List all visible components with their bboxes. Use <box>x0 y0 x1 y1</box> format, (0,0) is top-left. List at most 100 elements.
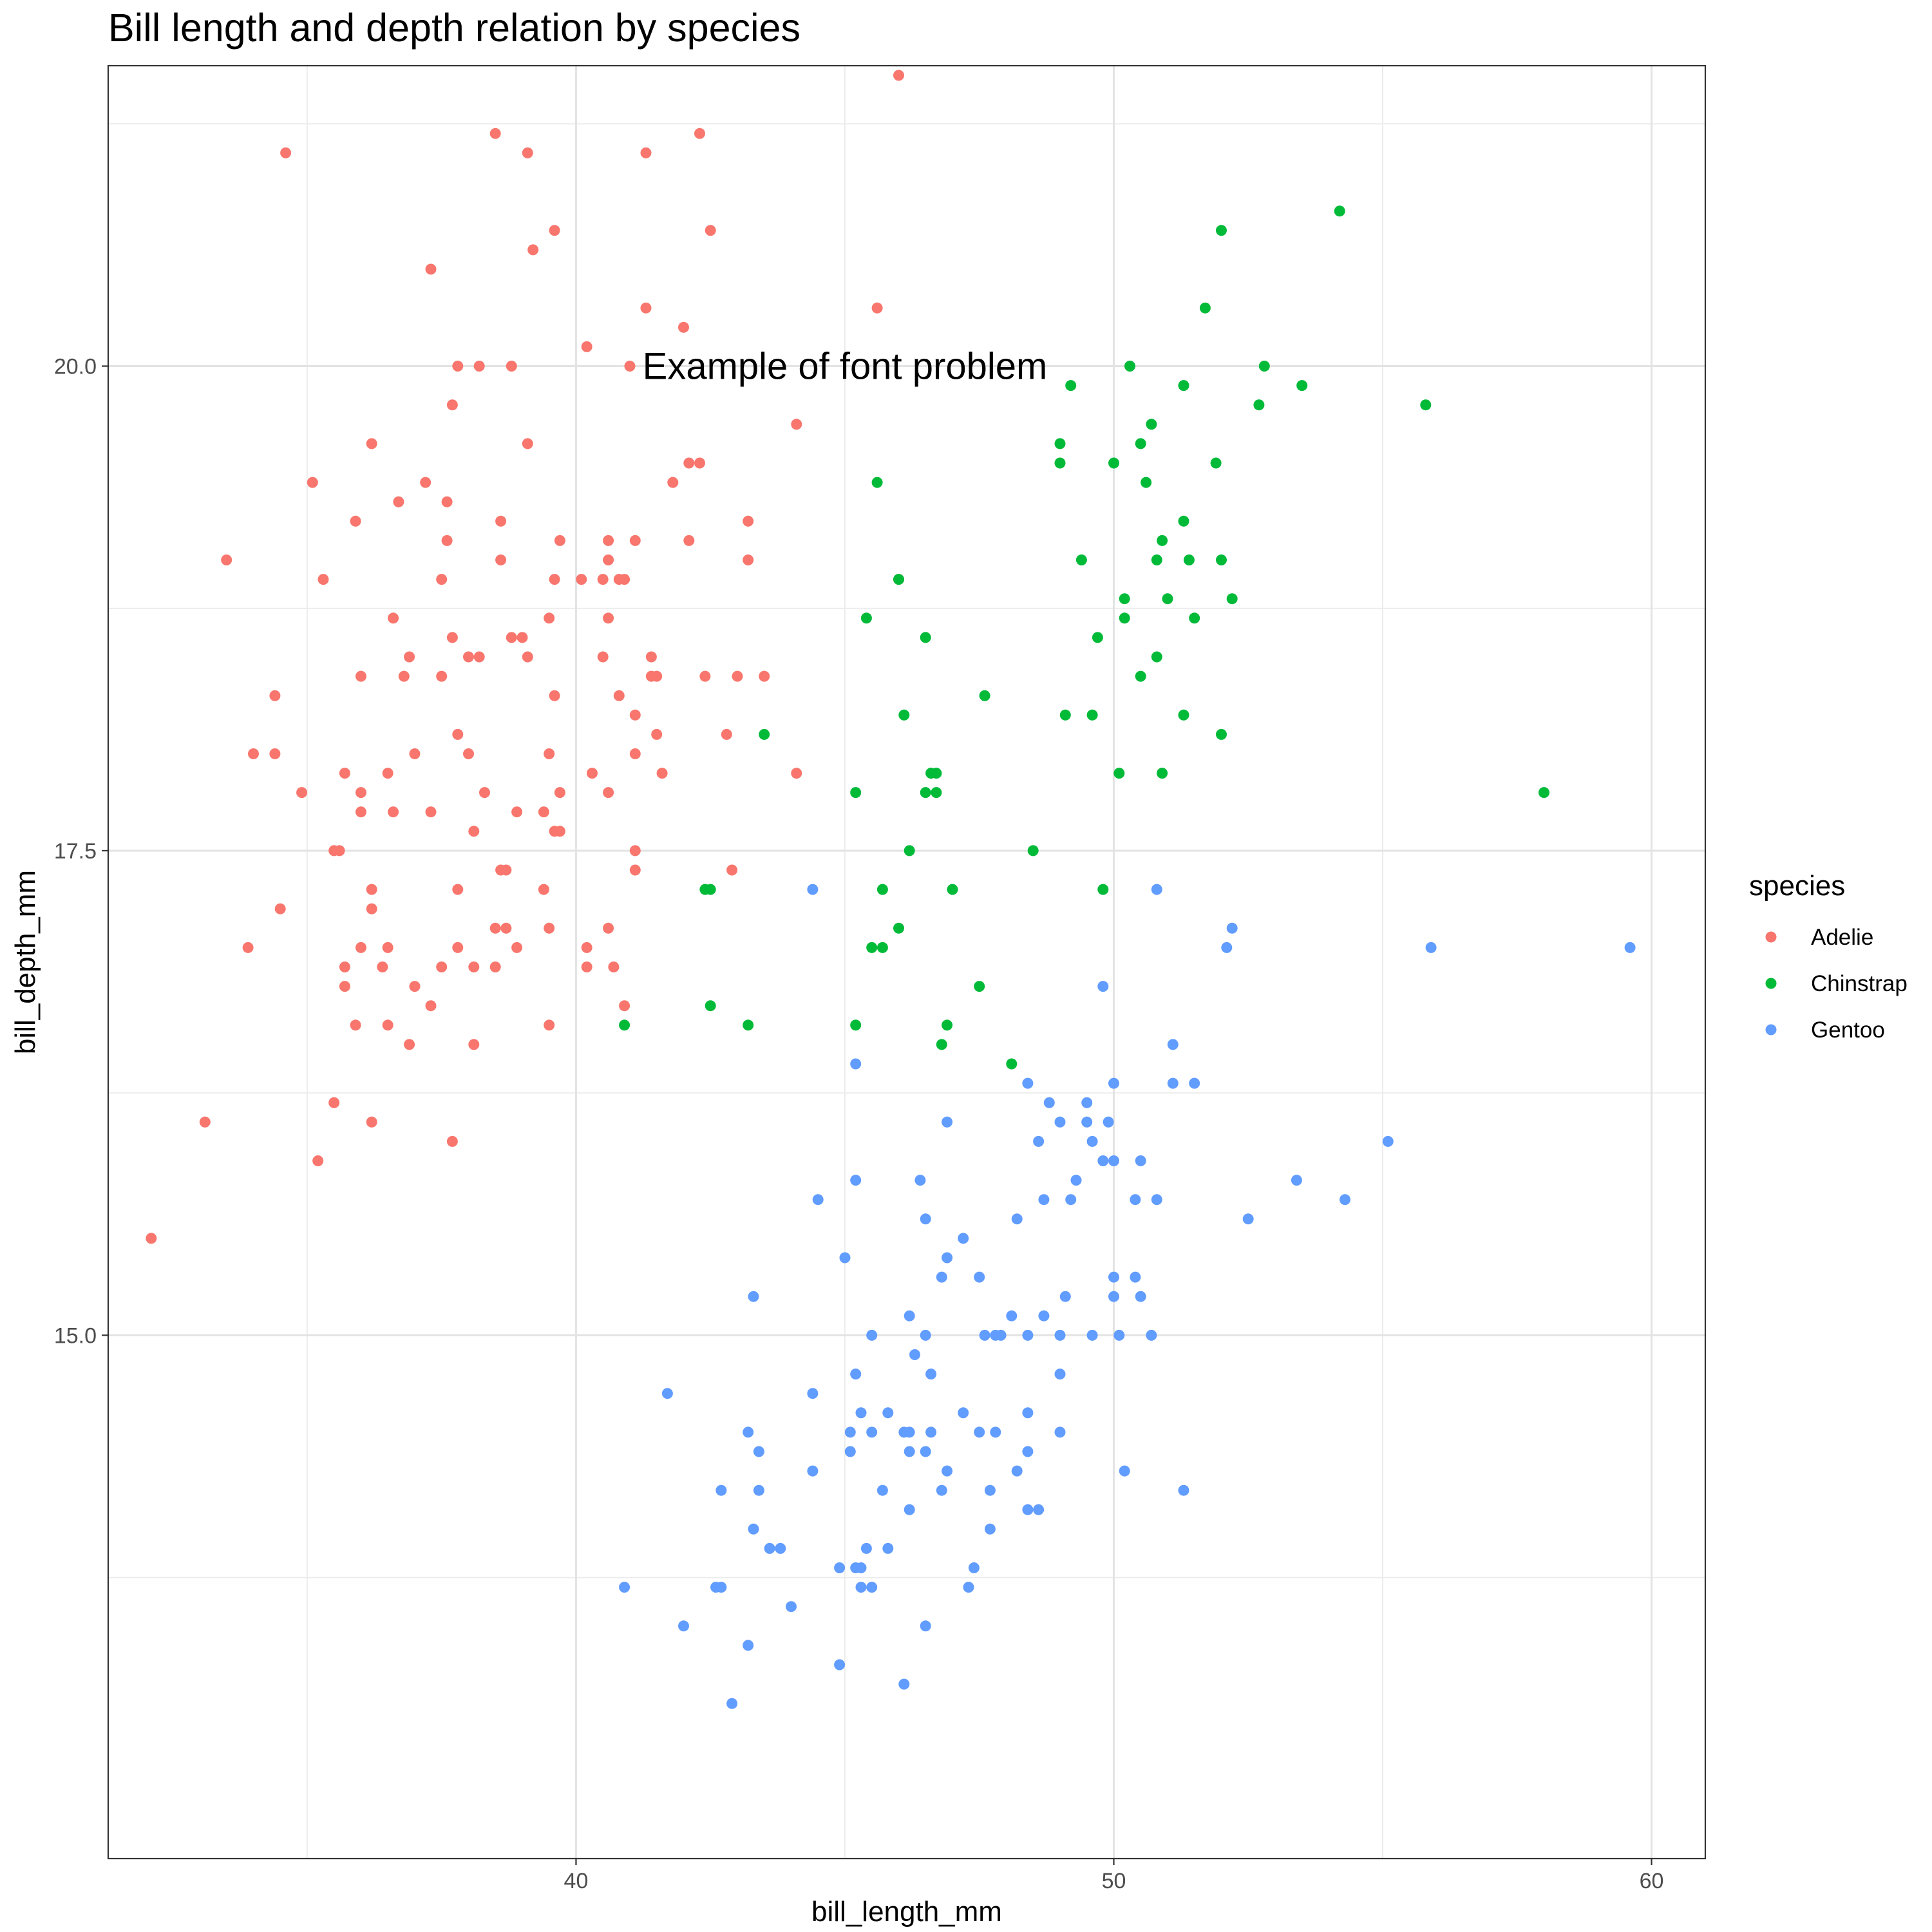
data-point <box>914 1175 926 1186</box>
data-point <box>549 690 560 701</box>
legend-label: Adelie <box>1811 925 1873 950</box>
data-point <box>1070 1175 1082 1186</box>
data-point <box>544 922 555 934</box>
legend-label: Gentoo <box>1811 1018 1885 1043</box>
data-point <box>1135 1155 1146 1166</box>
data-point <box>489 961 501 972</box>
data-point <box>974 1271 985 1283</box>
data-point <box>1097 1155 1109 1166</box>
data-point <box>898 709 910 721</box>
data-point <box>1119 1465 1130 1477</box>
data-point <box>511 942 523 953</box>
data-point <box>382 768 393 779</box>
data-point <box>1065 380 1077 392</box>
data-point <box>603 922 614 934</box>
data-point <box>489 922 501 934</box>
data-point <box>984 1484 996 1496</box>
data-point <box>942 1252 953 1264</box>
data-point <box>1130 1194 1141 1206</box>
data-point <box>678 321 689 333</box>
data-point <box>274 903 286 914</box>
data-point <box>871 477 883 488</box>
data-point <box>366 884 377 895</box>
data-point <box>743 1640 754 1651</box>
data-point <box>1167 1039 1179 1050</box>
data-point <box>420 477 431 488</box>
data-point <box>463 651 474 663</box>
data-point <box>850 1368 862 1380</box>
data-point <box>743 554 754 565</box>
data-point <box>1022 1407 1034 1419</box>
data-point <box>544 748 555 759</box>
data-point <box>656 768 668 779</box>
data-point <box>446 632 458 643</box>
data-point <box>425 806 437 818</box>
data-point <box>221 554 232 565</box>
data-point <box>1097 884 1109 895</box>
data-point <box>296 787 308 799</box>
data-point <box>269 748 281 759</box>
data-point <box>990 1426 1001 1438</box>
data-point <box>775 1542 786 1554</box>
data-point <box>581 942 592 953</box>
data-point <box>436 670 448 682</box>
data-point <box>468 826 480 837</box>
data-point <box>1425 942 1437 953</box>
data-point <box>1162 593 1173 605</box>
data-point <box>355 670 366 682</box>
data-point <box>1059 709 1071 721</box>
data-point <box>855 1562 867 1573</box>
data-point <box>522 651 533 663</box>
data-point <box>511 806 523 818</box>
data-point <box>715 1484 727 1496</box>
data-point <box>1296 380 1308 392</box>
data-point <box>1334 205 1345 217</box>
data-point <box>489 128 501 139</box>
data-point <box>495 554 507 565</box>
data-point <box>597 574 609 585</box>
data-point <box>850 787 862 799</box>
data-point <box>597 651 609 663</box>
data-point <box>984 1523 996 1535</box>
data-point <box>876 942 888 953</box>
data-point <box>581 961 592 972</box>
data-point <box>850 1175 862 1186</box>
data-point <box>909 1349 920 1360</box>
data-point <box>791 768 802 779</box>
data-point <box>377 961 388 972</box>
data-point <box>855 1582 867 1593</box>
data-point <box>307 477 318 488</box>
data-point <box>850 1019 862 1031</box>
data-point <box>936 1039 947 1050</box>
data-points <box>146 70 1636 1709</box>
data-point <box>1075 554 1087 565</box>
data-point <box>619 1019 630 1031</box>
data-point <box>791 419 802 430</box>
data-point <box>544 1019 555 1031</box>
data-point <box>382 942 393 953</box>
annotation-label: Example of font problem <box>643 346 1048 388</box>
legend-entries: Adelie Chinstrap Gentoo <box>1765 925 1908 1043</box>
data-point <box>446 399 458 411</box>
data-point <box>1011 1213 1023 1225</box>
data-point <box>366 903 377 914</box>
data-point <box>339 768 350 779</box>
data-point <box>925 1368 937 1380</box>
data-point <box>807 884 819 895</box>
data-point <box>1054 457 1066 469</box>
data-point <box>1108 1291 1119 1302</box>
data-point <box>876 1484 888 1496</box>
y-tick-label: 15.0 <box>54 1323 97 1348</box>
data-point <box>834 1562 846 1573</box>
data-point <box>388 806 399 818</box>
data-point <box>893 70 904 81</box>
data-point <box>500 864 512 876</box>
data-point <box>715 1582 727 1593</box>
data-point <box>871 302 883 314</box>
data-point <box>473 361 485 372</box>
data-point <box>522 438 533 450</box>
data-point <box>844 1426 856 1438</box>
data-point <box>920 1620 931 1632</box>
data-point <box>1539 787 1549 799</box>
data-point <box>694 128 705 139</box>
